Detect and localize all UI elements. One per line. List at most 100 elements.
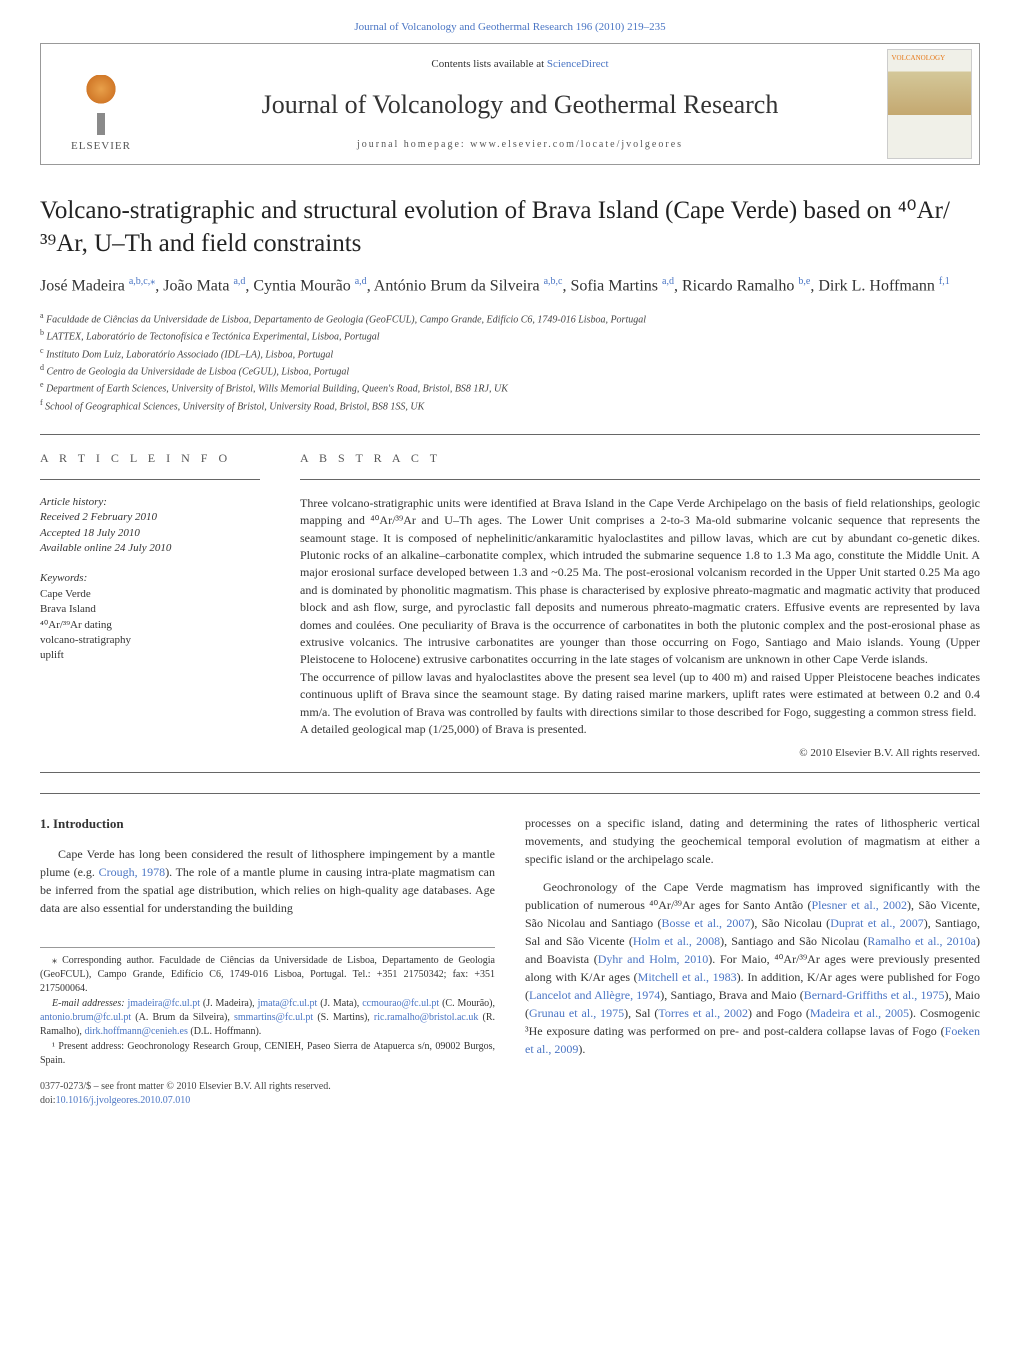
- left-column: 1. Introduction Cape Verde has long been…: [40, 814, 495, 1109]
- author-affiliation-sup: f,1: [939, 276, 950, 287]
- author-name: , António Brum da Silveira: [367, 278, 544, 295]
- elsevier-tree-icon: [76, 75, 126, 135]
- separator-rule: [40, 479, 260, 480]
- citation-link[interactable]: Ramalho et al., 2010a: [867, 934, 976, 948]
- email-attribution: (A. Brum da Silveira),: [131, 1012, 234, 1023]
- author-name: , Ricardo Ramalho: [674, 278, 798, 295]
- journal-cover-box: VOLCANOLOGY: [879, 44, 979, 164]
- abstract-column: A B S T R A C T Three volcano-stratigrap…: [300, 450, 980, 762]
- body-columns: 1. Introduction Cape Verde has long been…: [40, 814, 980, 1109]
- author-name: , Cyntia Mourão: [245, 278, 354, 295]
- citation-link[interactable]: Torres et al., 2002: [658, 1006, 748, 1020]
- citation-link[interactable]: Plesner et al., 2002: [811, 898, 907, 912]
- citation-link[interactable]: Lancelot and Allègre, 1974: [529, 988, 660, 1002]
- citation-link[interactable]: Crough, 1978: [99, 865, 166, 879]
- copyright-line: © 2010 Elsevier B.V. All rights reserved…: [300, 746, 980, 761]
- abstract-p2: The occurrence of pillow lavas and hyalo…: [300, 670, 980, 719]
- keyword-item: Cape Verde: [40, 587, 260, 602]
- article-info-column: A R T I C L E I N F O Article history: R…: [40, 450, 260, 762]
- keywords-label: Keywords:: [40, 571, 260, 586]
- affiliation-line: d Centro de Geologia da Universidade de …: [40, 362, 980, 379]
- received-date: Received 2 February 2010: [40, 510, 260, 525]
- header-center: Contents lists available at ScienceDirec…: [161, 44, 879, 164]
- journal-homepage[interactable]: journal homepage: www.elsevier.com/locat…: [181, 138, 859, 152]
- author-name: José Madeira: [40, 278, 129, 295]
- corresponding-author-note: ⁎ Corresponding author. Faculdade de Ciê…: [40, 954, 495, 996]
- present-address-note: ¹ Present address: Geochronology Researc…: [40, 1040, 495, 1068]
- cover-title-text: VOLCANOLOGY: [892, 54, 967, 64]
- affiliation-line: a Faculdade de Ciências da Universidade …: [40, 310, 980, 327]
- journal-header: ELSEVIER Contents lists available at Sci…: [40, 43, 980, 165]
- article-title: Volcano-stratigraphic and structural evo…: [40, 195, 980, 260]
- email-attribution: (D.L. Hoffmann).: [188, 1026, 261, 1037]
- authors-list: José Madeira a,b,c,⁎, João Mata a,d, Cyn…: [40, 275, 980, 298]
- keywords-block: Keywords: Cape VerdeBrava Island⁴⁰Ar/³⁹A…: [40, 571, 260, 663]
- keyword-item: ⁴⁰Ar/³⁹Ar dating: [40, 618, 260, 633]
- doi-line: doi:10.1016/j.jvolgeores.2010.07.010: [40, 1094, 495, 1108]
- separator-rule: [300, 479, 980, 480]
- sciencedirect-link[interactable]: ScienceDirect: [547, 58, 609, 70]
- author-name: , Sofia Martins: [562, 278, 662, 295]
- intro-paragraph-2: Geochronology of the Cape Verde magmatis…: [525, 878, 980, 1058]
- author-name: , Dirk L. Hoffmann: [810, 278, 939, 295]
- introduction-heading: 1. Introduction: [40, 814, 495, 834]
- info-abstract-row: A R T I C L E I N F O Article history: R…: [40, 450, 980, 762]
- author-affiliation-sup: a,d: [355, 276, 367, 287]
- abstract-text: Three volcano-stratigraphic units were i…: [300, 495, 980, 738]
- affiliation-line: f School of Geographical Sciences, Unive…: [40, 397, 980, 414]
- citation-link[interactable]: Dyhr and Holm, 2010: [598, 952, 708, 966]
- body-text: ), Santiago, Brava and Maio (: [660, 988, 803, 1002]
- footnotes-block: ⁎ Corresponding author. Faculdade de Ciê…: [40, 947, 495, 1108]
- elsevier-logo-box: ELSEVIER: [41, 44, 161, 164]
- affiliation-line: e Department of Earth Sciences, Universi…: [40, 379, 980, 396]
- email-attribution: (J. Mata),: [317, 998, 362, 1009]
- journal-cover-thumbnail: VOLCANOLOGY: [887, 49, 972, 159]
- affiliation-line: b LATTEX, Laboratório de Tectonofísica e…: [40, 327, 980, 344]
- citation-link[interactable]: Madeira et al., 2005: [810, 1006, 909, 1020]
- email-link[interactable]: jmata@fc.ul.pt: [258, 998, 318, 1009]
- citation-link[interactable]: Grunau et al., 1975: [529, 1006, 624, 1020]
- keyword-item: volcano-stratigraphy: [40, 633, 260, 648]
- accepted-date: Accepted 18 July 2010: [40, 526, 260, 541]
- email-link[interactable]: ric.ramalho@bristol.ac.uk: [374, 1012, 478, 1023]
- keyword-item: Brava Island: [40, 602, 260, 617]
- author-affiliation-sup: b,e: [798, 276, 810, 287]
- email-link[interactable]: antonio.brum@fc.ul.pt: [40, 1012, 131, 1023]
- article-history: Article history: Received 2 February 201…: [40, 495, 260, 557]
- citation-link[interactable]: Bosse et al., 2007: [661, 916, 750, 930]
- journal-citation-link[interactable]: Journal of Volcanology and Geothermal Re…: [40, 20, 980, 35]
- intro-paragraph-1: Cape Verde has long been considered the …: [40, 845, 495, 917]
- contents-available-line: Contents lists available at ScienceDirec…: [181, 57, 859, 72]
- email-attribution: (C. Mourão),: [439, 998, 495, 1009]
- doi-link[interactable]: 10.1016/j.jvolgeores.2010.07.010: [56, 1095, 191, 1106]
- citation-link[interactable]: Mitchell et al., 1983: [638, 970, 737, 984]
- author-name: , João Mata: [155, 278, 233, 295]
- contents-text: Contents lists available at: [431, 58, 546, 70]
- email-link[interactable]: dirk.hoffmann@cenieh.es: [84, 1026, 187, 1037]
- author-affiliation-sup: a,d: [662, 276, 674, 287]
- citation-link[interactable]: Bernard-Griffiths et al., 1975: [804, 988, 945, 1002]
- email-link[interactable]: ccmourao@fc.ul.pt: [362, 998, 439, 1009]
- email-link[interactable]: jmadeira@fc.ul.pt: [127, 998, 200, 1009]
- intro-paragraph-1-cont: processes on a specific island, dating a…: [525, 814, 980, 868]
- keyword-item: uplift: [40, 648, 260, 663]
- email-attribution: (S. Martins),: [313, 1012, 374, 1023]
- elsevier-label: ELSEVIER: [71, 139, 131, 154]
- front-matter-line: 0377-0273/$ – see front matter © 2010 El…: [40, 1080, 495, 1094]
- separator-rule: [40, 772, 980, 773]
- citation-link[interactable]: Duprat et al., 2007: [830, 916, 924, 930]
- history-label: Article history:: [40, 495, 260, 510]
- doi-block: 0377-0273/$ – see front matter © 2010 El…: [40, 1080, 495, 1108]
- available-date: Available online 24 July 2010: [40, 541, 260, 556]
- body-text: ), São Nicolau (: [750, 916, 830, 930]
- author-affiliation-sup: a,b,c: [544, 276, 563, 287]
- citation-link[interactable]: Holm et al., 2008: [633, 934, 720, 948]
- right-column: processes on a specific island, dating a…: [525, 814, 980, 1109]
- abstract-p3: A detailed geological map (1/25,000) of …: [300, 722, 587, 736]
- email-attribution: (J. Madeira),: [200, 998, 258, 1009]
- affiliations-list: a Faculdade de Ciências da Universidade …: [40, 310, 980, 414]
- email-link[interactable]: smmartins@fc.ul.pt: [234, 1012, 313, 1023]
- full-width-rule: [40, 793, 980, 794]
- body-text: ) and Fogo (: [748, 1006, 810, 1020]
- body-text: ), Sal (: [624, 1006, 658, 1020]
